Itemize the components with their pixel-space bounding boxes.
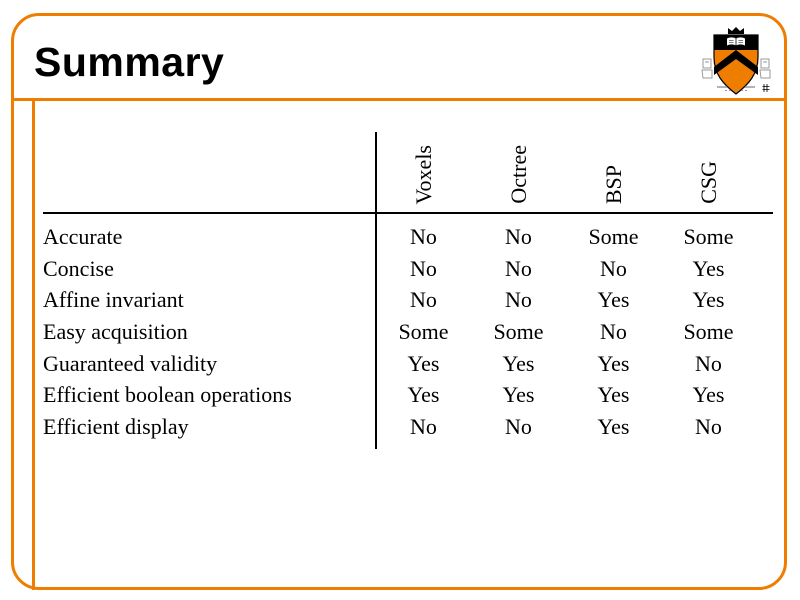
cell-value: Yes [692, 382, 725, 408]
table-header-rule [43, 212, 773, 214]
row-label: Efficient display [43, 413, 189, 439]
cell-value: No [410, 223, 437, 249]
cell-value: Yes [597, 382, 630, 408]
cell-value: No [600, 318, 627, 344]
table-row: Easy acquisition Some Some No Some [43, 316, 756, 348]
row-label: Easy acquisition [43, 318, 188, 344]
table-row: Efficient boolean operations Yes Yes Yes… [43, 379, 756, 411]
cell-value: Yes [597, 350, 630, 376]
cell-value: No [695, 350, 722, 376]
column-header-bsp: BSP [566, 116, 661, 204]
column-header-label: Voxels [410, 144, 436, 205]
table-row: Concise No No No Yes [43, 253, 756, 285]
table-row: Efficient display No No Yes No [43, 411, 756, 443]
cell-value: No [600, 255, 627, 281]
cell-value: No [505, 255, 532, 281]
cell-value: Yes [597, 287, 630, 313]
row-label: Affine invariant [43, 287, 184, 313]
cell-value: Yes [692, 287, 725, 313]
table-row: Accurate No No Some Some [43, 221, 756, 253]
content-frame-edge [32, 98, 35, 590]
cell-value: No [505, 287, 532, 313]
cell-value: No [410, 287, 437, 313]
column-header-voxels: Voxels [376, 116, 471, 205]
row-label: Accurate [43, 223, 123, 249]
cell-value: Yes [502, 382, 535, 408]
cell-value: Yes [407, 382, 440, 408]
column-header-label: Octree [505, 145, 531, 204]
table-row: Affine invariant No No Yes Yes [43, 284, 756, 316]
cell-value: No [505, 223, 532, 249]
column-header-label: CSG [695, 161, 721, 204]
cell-value: No [410, 255, 437, 281]
column-header-csg: CSG [661, 116, 756, 204]
row-label: Efficient boolean operations [43, 382, 292, 408]
table-vertical-rule [375, 132, 377, 449]
cell-value: No [695, 413, 722, 439]
cell-value: Yes [407, 350, 440, 376]
column-header-octree: Octree [471, 116, 566, 204]
cell-value: Yes [692, 255, 725, 281]
cell-value: Some [493, 318, 544, 344]
princeton-shield-icon [701, 27, 771, 95]
cell-value: Yes [597, 413, 630, 439]
cell-value: Yes [502, 350, 535, 376]
cell-value: No [410, 413, 437, 439]
row-label: Concise [43, 255, 114, 281]
slide-border [11, 13, 787, 590]
cell-value: Some [588, 223, 639, 249]
cell-value: No [505, 413, 532, 439]
column-header-label: BSP [600, 164, 626, 204]
cell-value: Some [683, 318, 734, 344]
table-column-headers: Voxels Octree BSP CSG [376, 116, 756, 205]
table-row: Guaranteed validity Yes Yes Yes No [43, 348, 756, 380]
cell-value: Some [398, 318, 449, 344]
cell-value: Some [683, 223, 734, 249]
title-separator-line [11, 98, 787, 101]
comparison-table: Accurate No No Some Some Concise No No N… [43, 221, 756, 443]
row-label: Guaranteed validity [43, 350, 218, 376]
page-title: Summary [34, 39, 225, 85]
